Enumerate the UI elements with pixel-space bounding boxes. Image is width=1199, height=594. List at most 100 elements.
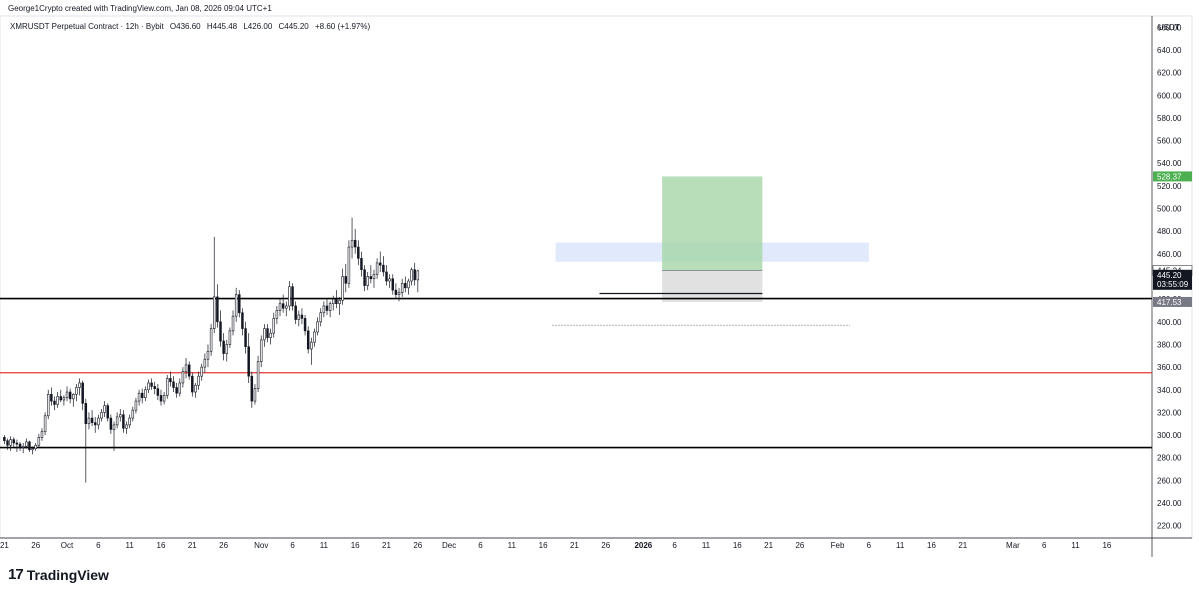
ohlc-change: +8.60 (+1.97%)	[314, 22, 371, 31]
candle-down	[53, 400, 56, 405]
candle-up	[228, 330, 232, 345]
candle-up	[212, 296, 216, 329]
x-tick-label: Oct	[61, 541, 74, 550]
y-tick-label: 320.00	[1157, 408, 1182, 417]
x-tick-label: 11	[896, 541, 905, 550]
candle-up	[37, 437, 41, 446]
candle-up	[9, 439, 12, 446]
tradingview-brand: 17 TradingView	[8, 566, 109, 583]
candle-up	[209, 328, 213, 352]
x-tick-label: 6	[867, 541, 872, 550]
candle-down	[353, 239, 357, 248]
candle-down	[84, 403, 88, 425]
candle-down	[266, 328, 269, 338]
candle-up	[350, 239, 354, 248]
x-tick-label: 11	[702, 541, 711, 550]
candle-down	[357, 246, 360, 259]
candle-down	[391, 278, 395, 291]
candle-up	[322, 305, 326, 314]
candle-down	[68, 391, 72, 400]
candle-up	[40, 431, 44, 438]
price-badge-stop	[1153, 296, 1192, 307]
candle-up	[87, 417, 91, 425]
candle-down	[291, 286, 294, 307]
price-axis-currency: USDT	[1158, 23, 1180, 32]
x-tick-label: Nov	[254, 541, 268, 550]
y-tick-label: 520.00	[1157, 182, 1182, 191]
candle-down	[363, 269, 366, 286]
candle-up	[134, 400, 138, 411]
candle-down	[6, 440, 9, 446]
candle-down	[382, 264, 385, 273]
candle-up	[372, 273, 376, 280]
candle-up	[338, 299, 341, 304]
candle-down	[413, 269, 416, 281]
candle-down	[404, 282, 407, 289]
candle-down	[244, 328, 247, 348]
y-tick-label: 280.00	[1157, 454, 1182, 463]
ohlc-low: L426.00	[243, 22, 273, 31]
candle-down	[241, 312, 244, 329]
x-tick-label: 6	[290, 541, 295, 550]
candle-up	[65, 391, 69, 398]
candle-down	[191, 375, 194, 393]
candle-up	[278, 303, 282, 311]
candle-down	[369, 276, 373, 280]
candle-up	[231, 315, 235, 332]
y-tick-label: 340.00	[1157, 386, 1182, 395]
candle-down	[93, 422, 97, 426]
candle-down	[159, 395, 163, 402]
x-tick-label: 21	[958, 541, 967, 550]
candle-down	[385, 271, 388, 282]
candle-down	[360, 258, 363, 271]
y-tick-label: 500.00	[1157, 205, 1182, 214]
candle-down	[50, 393, 53, 402]
tradingview-logo-icon: 17	[8, 566, 24, 583]
long-position-target-zone	[662, 176, 763, 271]
candle-up	[310, 341, 313, 350]
y-tick-label: 460.00	[1157, 250, 1182, 259]
y-tick-label: 660.00	[1157, 23, 1182, 32]
candle-up	[34, 444, 37, 449]
price-badge-target	[1153, 171, 1192, 182]
candle-up	[410, 269, 413, 282]
candle-up	[263, 328, 266, 341]
candle-up	[225, 344, 229, 354]
price-badge-last	[1153, 269, 1192, 290]
candle-down	[12, 439, 16, 444]
x-tick-label: Dec	[442, 541, 456, 550]
candle-down	[238, 294, 241, 314]
candle-up	[162, 395, 166, 402]
candle-up	[285, 305, 288, 309]
x-tick-label: Mar	[1006, 541, 1020, 550]
symbol-name[interactable]: XMRUSDT Perpetual Contract · 12h · Bybit	[10, 22, 164, 31]
candle-down	[28, 441, 31, 451]
candle-down	[222, 340, 225, 354]
candle-up	[25, 441, 28, 447]
x-tick-label: 6	[96, 541, 101, 550]
price-badge-label: 445.20	[1157, 271, 1182, 280]
candle-up	[78, 382, 81, 388]
candle-down	[379, 262, 382, 266]
candle-down	[59, 396, 63, 401]
candle-down	[140, 392, 144, 398]
candle-down	[15, 442, 19, 445]
candle-down	[81, 382, 84, 404]
candle-up	[137, 392, 141, 402]
ohlc-close: C445.20	[278, 22, 309, 31]
x-tick-label: 26	[31, 541, 40, 550]
x-tick-label: 21	[188, 541, 197, 550]
candle-down	[306, 330, 310, 350]
candle-up	[131, 409, 135, 419]
candle-up	[125, 424, 128, 429]
candle-down	[153, 386, 156, 389]
x-tick-label: 21	[382, 541, 391, 550]
candle-up	[100, 412, 103, 419]
candle-up	[234, 294, 238, 317]
y-tick-label: 540.00	[1157, 159, 1182, 168]
candle-up	[119, 414, 122, 418]
candle-up	[319, 312, 322, 323]
candle-up	[400, 282, 404, 293]
y-tick-label: 220.00	[1157, 522, 1182, 531]
